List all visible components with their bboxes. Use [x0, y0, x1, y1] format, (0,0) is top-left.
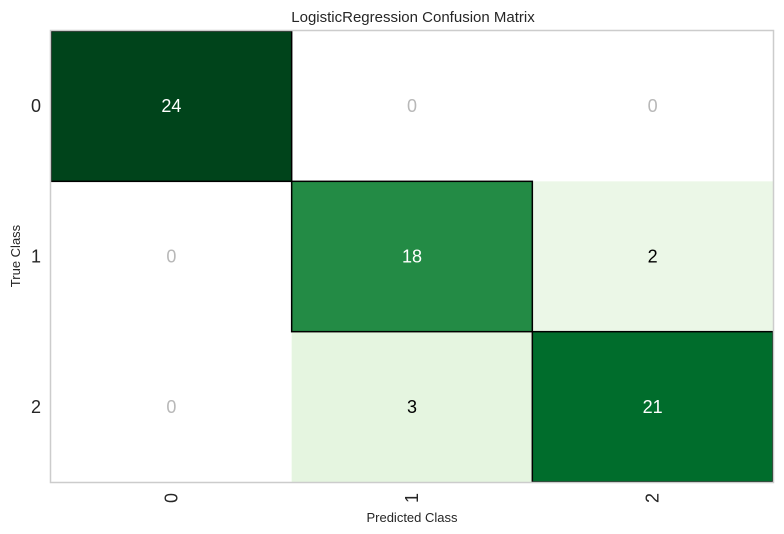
y-tick-labels: 0 1 2 [31, 96, 41, 417]
x-axis-label: Predicted Class [366, 510, 458, 525]
x-tick-label-0: 0 [161, 493, 181, 503]
heatmap-cells [51, 31, 774, 483]
x-tick-labels: 0 1 2 [161, 493, 662, 503]
y-tick-label-1: 1 [31, 247, 41, 267]
cell-value-r2-c0: 0 [166, 397, 176, 417]
plot-frame [49, 29, 775, 484]
chart-title: LogisticRegression Confusion Matrix [291, 9, 535, 26]
cell-value-r1-c0: 0 [166, 247, 176, 267]
cell-value-r0-c0: 24 [161, 96, 181, 116]
cell-value-r0-c1: 0 [407, 96, 417, 116]
heatmap-cell-r1-c2 [532, 181, 774, 333]
heatmap-cell-r0-c1 [291, 31, 533, 182]
diagonal-border-1 [290, 180, 534, 333]
heatmap-cell-r0-c2 [532, 31, 774, 182]
cell-value-r2-c1: 3 [407, 397, 417, 417]
heatmap-cell-r2-c2 [532, 331, 774, 483]
heatmap-cell-r2-c1 [291, 331, 533, 483]
heatmap-cell-r1-c1 [291, 181, 533, 333]
y-tick-label-0: 0 [31, 96, 41, 116]
heatmap-cell-r2-c0 [51, 331, 293, 483]
heatmap-cell-r0-c0 [51, 31, 293, 182]
x-tick-label-1: 1 [402, 493, 422, 503]
heatmap-cell-labels: 24 0 0 0 18 2 0 3 21 [161, 96, 662, 417]
heatmap-cell-r1-c0 [51, 181, 293, 333]
y-tick-label-2: 2 [31, 397, 41, 417]
cell-value-r0-c2: 0 [648, 96, 658, 116]
cell-value-r1-c2: 2 [648, 247, 658, 267]
cell-value-r2-c2: 21 [643, 397, 663, 417]
y-axis-label: True Class [8, 224, 23, 287]
x-tick-label-2: 2 [643, 493, 663, 503]
cell-value-r1-c1: 18 [402, 247, 422, 267]
